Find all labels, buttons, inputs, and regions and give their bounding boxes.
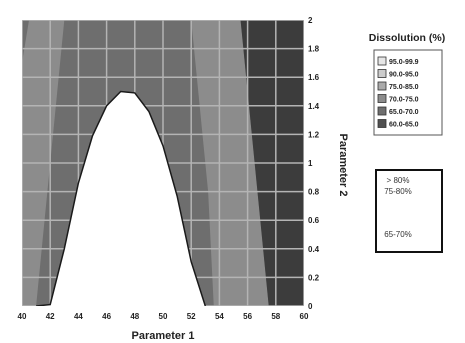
y-tick-label-9: 1.8	[308, 45, 320, 54]
optimal-region-parabola	[36, 90, 207, 306]
legend-label-2: 75.0-85.0	[389, 84, 419, 91]
legend-swatch-4	[377, 106, 387, 116]
legend-label-0: 95.0-99.9	[389, 59, 419, 66]
inset-box	[375, 169, 443, 253]
y-tick-label-6: 1.2	[308, 130, 320, 139]
legend-label-5: 60.0-65.0	[389, 122, 419, 129]
y-tick-label-10: 2	[308, 16, 313, 25]
legend-title: Dissolution (%)	[369, 32, 445, 44]
x-tick-label-7: 54	[215, 312, 224, 321]
x-tick-label-2: 44	[74, 312, 83, 321]
x-tick-label-9: 58	[271, 312, 280, 321]
x-tick-label-8: 56	[243, 312, 252, 321]
x-tick-label-6: 52	[187, 312, 196, 321]
y-tick-label-3: 0.6	[308, 216, 320, 225]
inset-label-65-70: 65-70%	[384, 230, 412, 239]
x-tick-label-4: 48	[130, 312, 139, 321]
x-tick-label-10: 60	[300, 312, 309, 321]
x-tick-label-3: 46	[102, 312, 111, 321]
inset-label-75-80: 75-80%	[384, 187, 412, 196]
legend-label-1: 90.0-95.0	[389, 72, 419, 79]
y-axis-label: Parameter 2	[337, 134, 349, 197]
y-tick-label-1: 0.2	[308, 273, 320, 282]
x-axis-label: Parameter 1	[132, 330, 195, 342]
legend-swatch-0	[377, 56, 387, 66]
legend-swatch-2	[377, 81, 387, 91]
legend-entries: 95.0-99.9 90.0-95.0 75.0-85.0 70.0-75.0 65.0…	[377, 56, 419, 129]
x-tick-label-5: 50	[159, 312, 168, 321]
y-tick-label-0: 0	[308, 302, 313, 311]
x-tick-label-1: 42	[46, 312, 55, 321]
x-tick-labels: 40 42 44 46 48 50 52 54 56 58 60	[18, 312, 309, 321]
y-tick-labels: 0 0.2 0.4 0.6 0.8 1 1.2 1.4 1.6 1.8 2	[308, 16, 320, 311]
y-tick-label-5: 1	[308, 159, 313, 168]
legend-swatch-1	[377, 69, 387, 78]
inset-label-over-80: > 80%	[387, 176, 410, 185]
y-tick-label-2: 0.4	[308, 245, 320, 254]
y-tick-label-4: 0.8	[308, 188, 320, 197]
y-tick-label-8: 1.6	[308, 73, 320, 82]
legend-label-3: 70.0-75.0	[389, 97, 419, 104]
y-tick-label-7: 1.4	[308, 102, 320, 111]
legend-swatch-5	[377, 119, 387, 128]
legend-label-4: 65.0-70.0	[389, 109, 419, 116]
legend-swatch-3	[377, 94, 387, 103]
x-tick-label-0: 40	[18, 312, 27, 321]
